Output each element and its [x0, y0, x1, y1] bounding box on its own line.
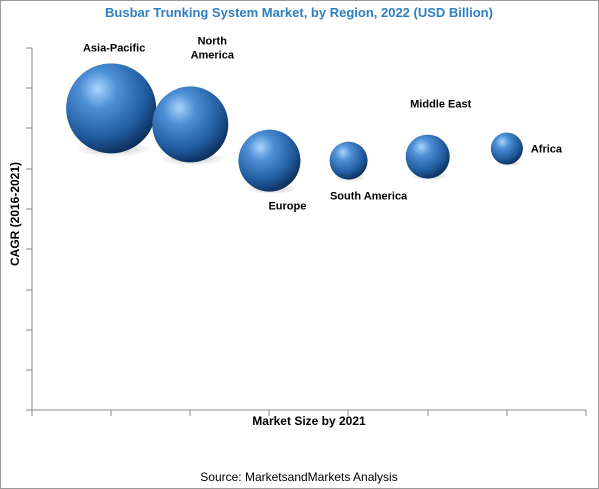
bubble-europe [238, 129, 301, 192]
x-axis-title: Market Size by 2021 [252, 414, 366, 428]
bubbles [66, 63, 523, 195]
bubble-label-africa: Africa [531, 144, 563, 156]
bubble-label-north-america: North America [191, 35, 235, 61]
bubble-africa [490, 132, 523, 165]
bubble-label-europe: Europe [268, 201, 306, 213]
bubble-south-america [329, 141, 368, 180]
bubble-asia-pacific [66, 63, 157, 154]
bubble-middle-east [405, 134, 450, 179]
y-axis-ticks [26, 47, 32, 411]
chart-title: Busbar Trunking System Market, by Region… [105, 5, 493, 20]
bubble-north-america [152, 86, 229, 163]
bubble-labels: Asia-Pacific North America Europe South Amer… [83, 35, 563, 212]
bubble-label-south-america: South America [330, 191, 408, 203]
y-axis-title: CAGR (2016-2021) [8, 162, 22, 266]
source-note: Source: MarketsandMarkets Analysis [200, 470, 397, 484]
bubble-label-asia-pacific: Asia-Pacific [83, 42, 145, 54]
axes [26, 47, 587, 416]
x-axis-ticks [31, 410, 587, 416]
bubble-label-middle-east: Middle East [410, 99, 471, 111]
